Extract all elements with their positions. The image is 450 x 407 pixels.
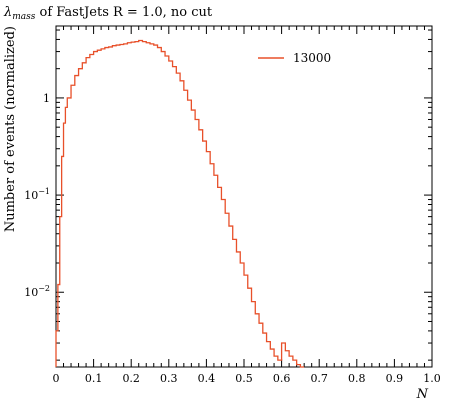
chart-title: λmass of FastJets R = 1.0, no cut (3, 5, 213, 22)
x-tick-label: 0.4 (198, 372, 216, 385)
x-tick-label: 0 (53, 372, 60, 385)
plot-frame (55, 25, 433, 368)
chart-title-rest: of FastJets R = 1.0, no cut (35, 5, 212, 20)
x-tick-label: 0.3 (160, 372, 178, 385)
x-tick-label: 0.7 (310, 372, 328, 385)
chart-title-symbol: λ (3, 5, 12, 20)
y-tick-label: 10−1 (24, 187, 50, 202)
series-layer (55, 39, 305, 368)
x-axis-label: N (416, 387, 429, 402)
x-tick-label: 0.8 (348, 372, 366, 385)
x-tick-label: 0.6 (273, 372, 291, 385)
x-tick-label: 1.0 (423, 372, 441, 385)
series-line-13000 (55, 39, 305, 368)
y-tick-label: 1 (43, 92, 50, 105)
x-tick-label: 0.2 (122, 372, 140, 385)
y-axis-ticks: 10−2 10−1 1 (24, 29, 432, 361)
y-tick-label: 10−2 (24, 284, 50, 299)
chart-title-subscript: mass (12, 12, 36, 22)
x-axis-ticks: 0 0.1 0.2 0.3 0.4 0.5 0.6 0.7 0.8 0.9 1.0 (53, 26, 441, 385)
x-tick-label: 0.5 (235, 372, 253, 385)
x-tick-label: 0.9 (386, 372, 404, 385)
y-axis-label: Number of events (normalized) (3, 26, 18, 232)
legend-label-13000: 13000 (293, 51, 331, 65)
legend: 13000 (258, 51, 331, 65)
x-tick-label: 0.1 (85, 372, 103, 385)
